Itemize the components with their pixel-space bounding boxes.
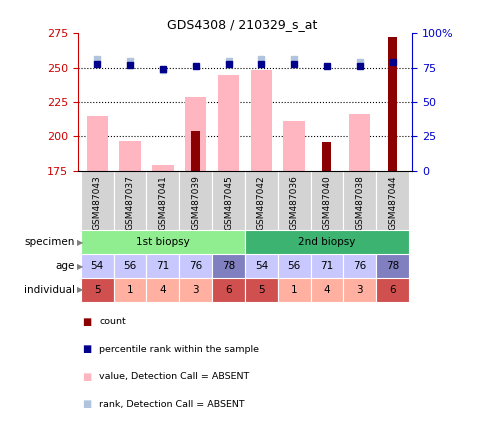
Text: GSM487042: GSM487042 bbox=[257, 175, 265, 230]
Bar bbox=[113, 254, 146, 278]
Text: GSM487044: GSM487044 bbox=[387, 175, 396, 230]
Text: ■: ■ bbox=[82, 400, 91, 409]
Text: ■: ■ bbox=[82, 317, 91, 327]
Text: percentile rank within the sample: percentile rank within the sample bbox=[99, 345, 259, 354]
Text: rank, Detection Call = ABSENT: rank, Detection Call = ABSENT bbox=[99, 400, 244, 409]
Bar bbox=[212, 278, 244, 302]
Bar bbox=[152, 165, 173, 171]
Text: GSM487045: GSM487045 bbox=[224, 175, 232, 230]
Text: 6: 6 bbox=[389, 285, 395, 295]
Text: 1st biopsy: 1st biopsy bbox=[136, 238, 189, 247]
Bar bbox=[179, 254, 212, 278]
Text: count: count bbox=[99, 317, 126, 326]
Bar bbox=[212, 171, 244, 230]
Bar bbox=[113, 278, 146, 302]
Bar bbox=[217, 75, 239, 171]
Text: 2nd biopsy: 2nd biopsy bbox=[298, 238, 355, 247]
Bar bbox=[310, 254, 343, 278]
Bar bbox=[185, 96, 206, 171]
Text: 4: 4 bbox=[323, 285, 330, 295]
Bar bbox=[179, 278, 212, 302]
Text: 54: 54 bbox=[254, 261, 267, 271]
Bar bbox=[387, 37, 396, 171]
Text: 3: 3 bbox=[192, 285, 198, 295]
Bar bbox=[277, 254, 310, 278]
Text: ■: ■ bbox=[82, 345, 91, 354]
Text: GSM487038: GSM487038 bbox=[354, 175, 363, 230]
Text: ▶: ▶ bbox=[76, 238, 83, 247]
Bar bbox=[119, 141, 140, 171]
Bar bbox=[146, 254, 179, 278]
Text: 3: 3 bbox=[356, 285, 363, 295]
Bar bbox=[81, 171, 113, 230]
Text: 76: 76 bbox=[189, 261, 202, 271]
Text: 71: 71 bbox=[319, 261, 333, 271]
Text: ■: ■ bbox=[82, 372, 91, 382]
Bar bbox=[376, 254, 408, 278]
Bar bbox=[212, 254, 244, 278]
Text: GSM487037: GSM487037 bbox=[125, 175, 135, 230]
Text: 1: 1 bbox=[290, 285, 297, 295]
Bar bbox=[250, 71, 272, 171]
Text: GSM487043: GSM487043 bbox=[92, 175, 102, 230]
Bar bbox=[81, 254, 113, 278]
Text: 5: 5 bbox=[257, 285, 264, 295]
Bar bbox=[343, 254, 376, 278]
Text: value, Detection Call = ABSENT: value, Detection Call = ABSENT bbox=[99, 373, 249, 381]
Bar bbox=[348, 115, 370, 171]
Bar bbox=[376, 278, 408, 302]
Text: 4: 4 bbox=[159, 285, 166, 295]
Bar bbox=[244, 171, 277, 230]
Text: ▶: ▶ bbox=[76, 262, 83, 271]
Bar bbox=[81, 278, 113, 302]
Text: 5: 5 bbox=[94, 285, 100, 295]
Bar bbox=[87, 116, 108, 171]
Text: specimen: specimen bbox=[25, 238, 75, 247]
Text: 56: 56 bbox=[123, 261, 136, 271]
Text: 6: 6 bbox=[225, 285, 231, 295]
Bar bbox=[310, 171, 343, 230]
Bar bbox=[343, 278, 376, 302]
Text: 54: 54 bbox=[91, 261, 104, 271]
Text: age: age bbox=[56, 261, 75, 271]
Bar bbox=[277, 278, 310, 302]
Bar bbox=[146, 278, 179, 302]
Bar bbox=[244, 278, 277, 302]
Text: GSM487039: GSM487039 bbox=[191, 175, 200, 230]
Text: 76: 76 bbox=[352, 261, 365, 271]
Bar bbox=[113, 171, 146, 230]
Text: 71: 71 bbox=[156, 261, 169, 271]
Text: 1: 1 bbox=[126, 285, 133, 295]
Bar bbox=[343, 171, 376, 230]
Bar bbox=[179, 171, 212, 230]
Text: GSM487041: GSM487041 bbox=[158, 175, 167, 230]
Bar bbox=[376, 171, 408, 230]
Bar bbox=[146, 171, 179, 230]
Text: 78: 78 bbox=[222, 261, 235, 271]
Bar bbox=[244, 254, 277, 278]
Text: GDS4308 / 210329_s_at: GDS4308 / 210329_s_at bbox=[167, 18, 317, 31]
Text: ▶: ▶ bbox=[76, 285, 83, 294]
Bar bbox=[81, 230, 244, 254]
Bar bbox=[283, 121, 304, 171]
Bar bbox=[310, 278, 343, 302]
Bar bbox=[191, 131, 200, 171]
Text: GSM487036: GSM487036 bbox=[289, 175, 298, 230]
Text: GSM487040: GSM487040 bbox=[322, 175, 331, 230]
Bar bbox=[277, 171, 310, 230]
Bar bbox=[244, 230, 408, 254]
Text: 56: 56 bbox=[287, 261, 300, 271]
Text: 78: 78 bbox=[385, 261, 398, 271]
Bar bbox=[322, 142, 331, 171]
Text: individual: individual bbox=[24, 285, 75, 295]
